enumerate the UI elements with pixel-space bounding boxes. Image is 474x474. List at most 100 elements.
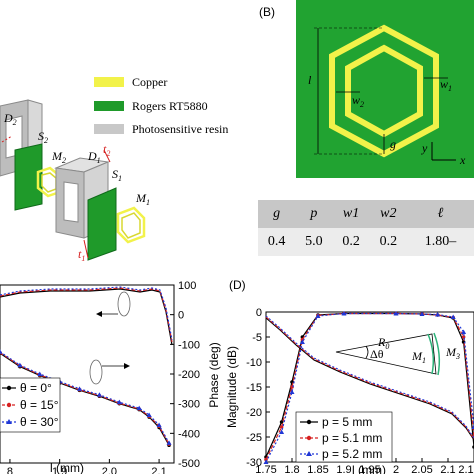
d-y-tick-label: -10 bbox=[246, 357, 262, 369]
c-data-point bbox=[156, 422, 162, 428]
header-g: g bbox=[258, 200, 296, 228]
c-ylabel-right: Phase (deg) bbox=[207, 342, 221, 407]
c-right-tick-label: -500 bbox=[178, 458, 200, 470]
d-data-point bbox=[289, 389, 295, 394]
value-w1: 0.2 bbox=[332, 228, 370, 256]
d-y-tick-label: -5 bbox=[252, 332, 262, 344]
c-xlabel: l (mm) bbox=[50, 461, 84, 474]
c-data-point bbox=[96, 392, 102, 397]
c-x-ticks: 8 1.9 2.0 2.1 bbox=[7, 459, 167, 474]
lower-curve-marker bbox=[89, 359, 103, 385]
label-m2: M2 bbox=[51, 149, 66, 165]
d-data-point bbox=[393, 311, 399, 316]
c-data-point bbox=[17, 362, 23, 368]
header-p: p bbox=[295, 200, 333, 228]
header-l: ℓ bbox=[406, 200, 474, 228]
d-legend-0: p = 5 mm bbox=[322, 415, 372, 429]
label-s1: S1 bbox=[112, 167, 122, 183]
panel-b-letter: (B) bbox=[259, 5, 275, 19]
d-y-ticks: 0 -5 -10 -15 -20 -25 -30 bbox=[246, 307, 270, 469]
thickness-marker-t2 bbox=[103, 149, 111, 163]
label-t2: t2 bbox=[103, 142, 110, 158]
d-y-tick-label: 0 bbox=[256, 307, 262, 319]
d-y-tick-label: -20 bbox=[246, 407, 262, 419]
value-g: 0.4 bbox=[258, 228, 296, 256]
c-legend: θ = 0° θ = 15° θ = 30° bbox=[0, 377, 61, 433]
d-data-point bbox=[341, 311, 347, 316]
panel-d-letter: (D) bbox=[229, 278, 246, 292]
panel-a: D2 S2 M2 D1 t2 S1 M1 t1 Copper Rogers RT… bbox=[0, 75, 228, 263]
c-x-tick-label: 2.0 bbox=[102, 466, 117, 474]
label-w1: w1 bbox=[440, 77, 452, 93]
d-y-tick-label: -15 bbox=[246, 382, 262, 394]
d-legend: p = 5 mm p = 5.1 mm p = 5.2 mm bbox=[295, 411, 393, 463]
c-x-tick-label: 1.9 bbox=[52, 466, 67, 474]
material-legend: Copper Rogers RT5880 Photosensitive resi… bbox=[94, 75, 228, 136]
panel-d: (D) 0 -5 -10 -15 -20 -25 -30 1.75 1.8 1.85 1.9 1.9… bbox=[225, 278, 474, 474]
d-x-ticks: 1.75 1.8 1.85 1.9 1.95 2 2.05 2.1 2.1 bbox=[255, 458, 474, 474]
upper-curve-marker bbox=[117, 291, 131, 317]
c-data-point bbox=[166, 440, 172, 445]
c-x-tick-label: 2.1 bbox=[151, 466, 166, 474]
c-right-tick-label: 0 bbox=[178, 310, 184, 322]
legend-rogers: Rogers RT5880 bbox=[132, 99, 208, 113]
substrate-s2 bbox=[14, 143, 43, 211]
d-x-tick-label: 1.8 bbox=[284, 464, 299, 474]
c-x-tick-label: 8 bbox=[7, 466, 13, 474]
dimension-marker bbox=[1, 135, 13, 143]
copper-swatch bbox=[94, 77, 124, 87]
d-data-point bbox=[315, 313, 321, 318]
d-legend-1: p = 5.1 mm bbox=[322, 431, 382, 445]
c-data-point bbox=[37, 371, 43, 376]
d-x-tick-label: 1.9 bbox=[336, 464, 351, 474]
d-data-point bbox=[471, 424, 474, 429]
panel-b: (B) l w1 w2 g y x bbox=[259, 0, 474, 178]
header-w1: w1 bbox=[332, 200, 370, 228]
c-right-ticks: 100 0 -100 -200 -300 -400 -500 bbox=[170, 280, 200, 470]
panel-c: 100 0 -100 -200 -300 -400 -500 8 1.9 2.0 2.1 θ = … bbox=[0, 280, 221, 474]
d-data-point bbox=[263, 459, 269, 464]
plot-c-frame bbox=[0, 284, 175, 464]
copper-ring-m1 bbox=[116, 206, 146, 244]
c-data-point bbox=[136, 405, 142, 411]
legend-copper: Copper bbox=[132, 75, 167, 89]
d-x-tick-label: 1.85 bbox=[307, 464, 328, 474]
d-xlabel: l (mm) bbox=[352, 463, 386, 474]
resin-swatch bbox=[94, 124, 124, 134]
d-data-point bbox=[279, 425, 284, 429]
d-legend-2: p = 5.2 mm bbox=[322, 447, 382, 461]
value-w2: 0.2 bbox=[369, 228, 407, 256]
header-w2: w2 bbox=[369, 200, 407, 228]
d-x-tick-label: 2.1 bbox=[458, 464, 473, 474]
d-data-point bbox=[450, 314, 456, 319]
c-data-point bbox=[77, 386, 83, 391]
c-data-point bbox=[0, 349, 3, 354]
c-upper-curves bbox=[0, 286, 173, 385]
inset-m3: M3 bbox=[445, 345, 460, 361]
d-data-point bbox=[435, 312, 441, 317]
d-x-tick-label: 2.05 bbox=[411, 464, 432, 474]
d-y-tick-label: -25 bbox=[246, 432, 262, 444]
c-data-point bbox=[116, 399, 122, 405]
label-l: l bbox=[308, 73, 312, 87]
resin-frame-d2 bbox=[0, 99, 43, 177]
c-right-tick-label: -400 bbox=[178, 428, 200, 440]
c-curves bbox=[0, 349, 172, 448]
rogers-swatch bbox=[94, 101, 124, 111]
value-l: 1.80– bbox=[406, 228, 474, 256]
label-w2: w2 bbox=[352, 93, 364, 109]
label-m1: M1 bbox=[135, 191, 150, 207]
c-legend-1: θ = 15° bbox=[20, 398, 59, 412]
d-y-tick-label: -30 bbox=[246, 457, 262, 469]
c-right-tick-label: -300 bbox=[178, 399, 200, 411]
inset-r0: R0 bbox=[377, 335, 389, 351]
d-data-point bbox=[279, 420, 284, 424]
substrate-s1 bbox=[87, 187, 117, 261]
c-right-tick-label: -200 bbox=[178, 369, 200, 381]
d-curves bbox=[263, 311, 474, 464]
table-header-row: g p w1 w2 ℓ bbox=[258, 200, 474, 228]
parameter-table: g p w1 w2 ℓ 0.4 5.0 0.2 0.2 1.80– bbox=[258, 200, 474, 256]
label-s2: S2 bbox=[38, 129, 48, 145]
d-x-tick-label: 1.95 bbox=[359, 464, 380, 474]
